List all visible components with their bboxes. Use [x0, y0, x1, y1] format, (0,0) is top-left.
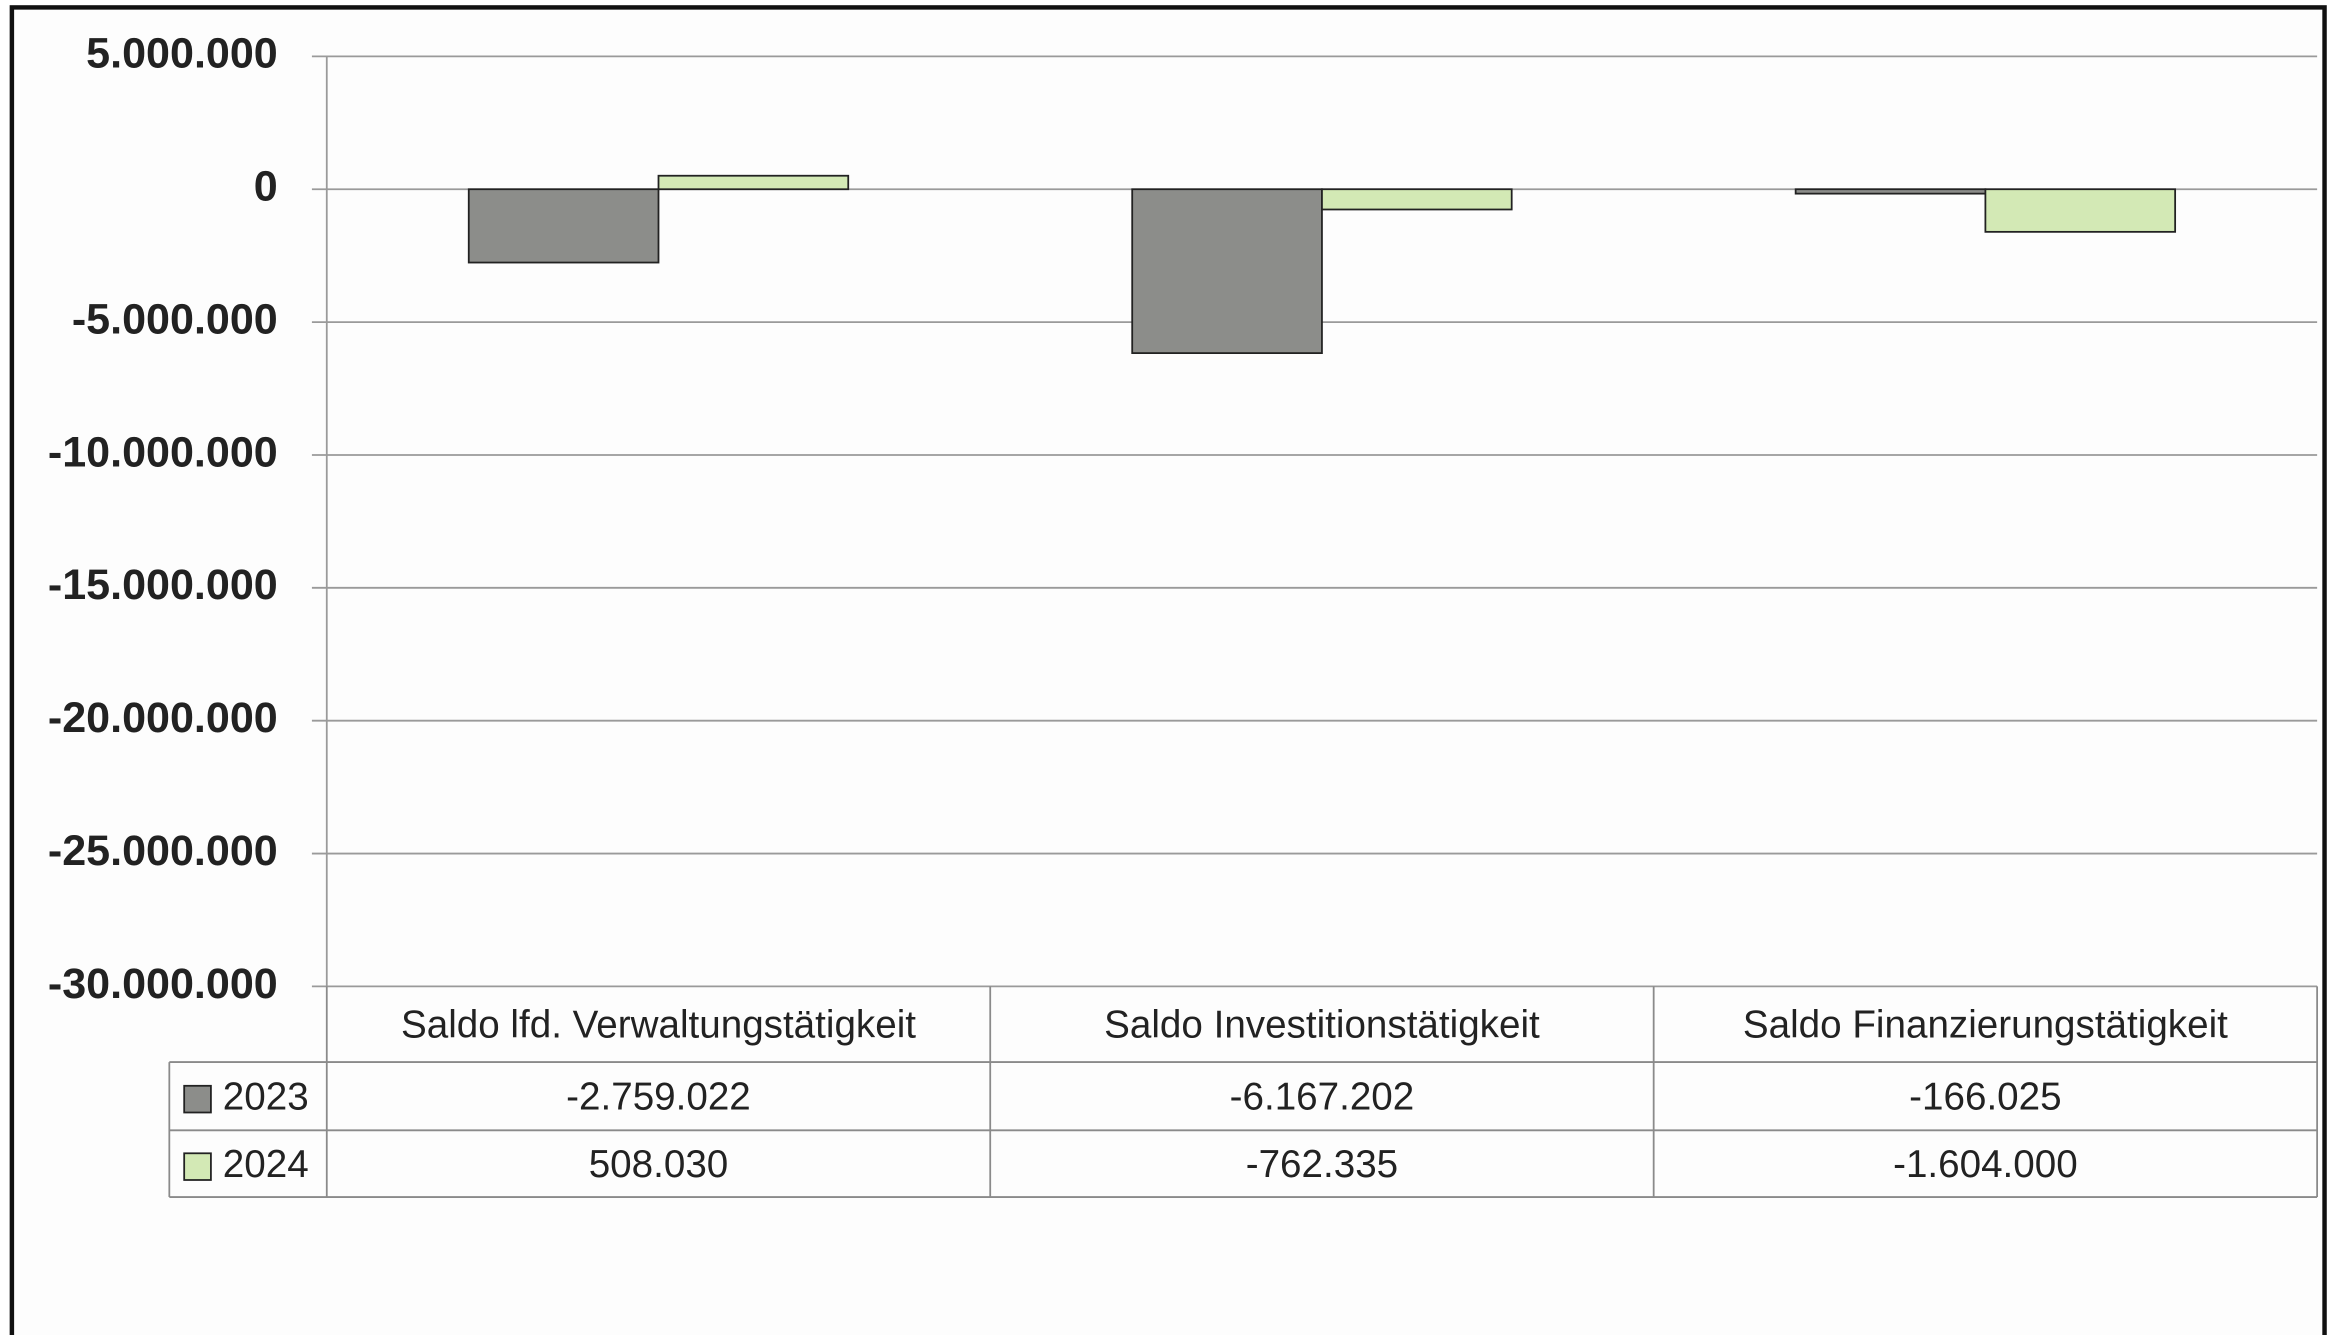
bar [1794, 188, 1987, 195]
bar [1984, 188, 2177, 233]
y-tick-label: -20.000.000 [48, 694, 278, 742]
table-value: -6.167.202 [1230, 1075, 1415, 1118]
x-tick-label: Saldo lfd. Verwaltungstätigkeit [401, 1003, 916, 1046]
bar [467, 188, 660, 264]
legend-label: 2024 [223, 1143, 309, 1186]
bar [1321, 188, 1513, 211]
y-tick-label: -10.000.000 [48, 428, 278, 476]
table-value: -1.604.000 [1893, 1143, 2078, 1186]
y-tick-label: 5.000.000 [86, 30, 278, 78]
y-tick-label: 0 [254, 163, 278, 211]
legend-swatch [183, 1084, 212, 1114]
x-tick-label: Saldo Finanzierungstätigkeit [1743, 1003, 2228, 1046]
y-tick-label: -30.000.000 [48, 960, 278, 1008]
bar [657, 174, 850, 191]
x-tick-label: Saldo Investitionstätigkeit [1104, 1003, 1540, 1046]
legend-label: 2023 [223, 1075, 309, 1118]
table-value: 508.030 [589, 1143, 729, 1186]
bar [1131, 188, 1323, 355]
legend-swatch [183, 1152, 212, 1181]
table-value: -2.759.022 [566, 1075, 751, 1118]
table-value: -762.335 [1246, 1143, 1398, 1186]
y-tick-label: -25.000.000 [48, 827, 278, 875]
y-tick-label: -5.000.000 [72, 295, 278, 343]
y-tick-label: -15.000.000 [48, 561, 278, 609]
table-value: -166.025 [1909, 1075, 2061, 1118]
